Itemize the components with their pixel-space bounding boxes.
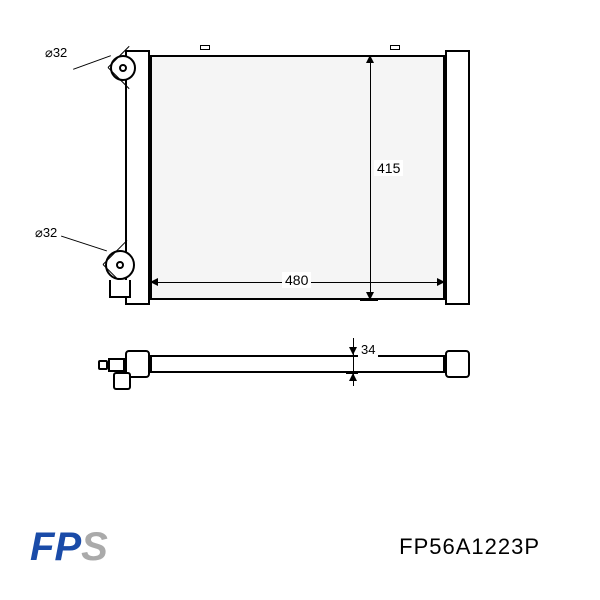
logo-letter-s: S xyxy=(81,525,108,569)
side-port xyxy=(98,360,108,370)
port-leader xyxy=(61,236,107,252)
height-dimension-line xyxy=(370,55,371,300)
thickness-dimension-value: 34 xyxy=(358,342,378,357)
dim-arrow xyxy=(366,55,374,63)
height-dimension-value: 415 xyxy=(374,160,403,176)
logo-letter-p: P xyxy=(54,525,81,569)
outlet-diameter-label: ⌀32 xyxy=(35,225,57,241)
dim-arrow xyxy=(366,292,374,300)
extension-line xyxy=(360,300,378,301)
radiator-core-front xyxy=(150,55,445,300)
dim-arrow xyxy=(349,347,357,355)
radiator-core-side xyxy=(150,355,445,373)
dim-arrow xyxy=(150,278,158,286)
extension-line xyxy=(346,355,358,356)
technical-diagram: ⌀32 ⌀32 480 415 34 xyxy=(50,20,550,470)
side-port xyxy=(108,358,125,372)
dim-arrow xyxy=(437,278,445,286)
outlet-port-bottom xyxy=(105,245,145,295)
side-endcap-right xyxy=(445,350,470,378)
mounting-tab xyxy=(200,45,210,50)
brand-logo: FPS xyxy=(30,525,108,570)
inlet-port-top xyxy=(110,55,140,85)
logo-letter-f: F xyxy=(30,525,54,569)
dim-arrow xyxy=(349,373,357,381)
part-number: FP56A1223P xyxy=(399,534,540,560)
radiator-endtank-right xyxy=(445,50,470,305)
inlet-diameter-label: ⌀32 xyxy=(45,45,67,61)
width-dimension-value: 480 xyxy=(282,272,311,288)
extension-line xyxy=(445,270,446,288)
side-outlet-detail xyxy=(113,372,131,390)
port-leader xyxy=(73,55,111,70)
mounting-tab xyxy=(390,45,400,50)
